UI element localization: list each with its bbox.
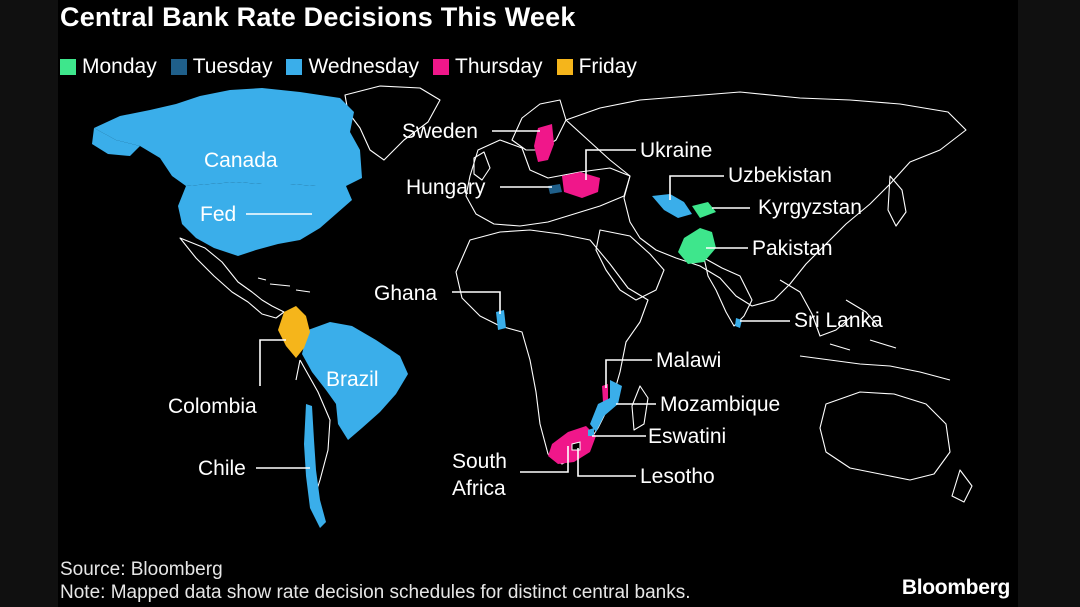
- legend-label-monday: Monday: [82, 55, 157, 78]
- label-canada: Canada: [204, 149, 278, 172]
- legend-label-friday: Friday: [578, 55, 637, 78]
- left-edge-blur: [0, 0, 58, 607]
- label-colombia: Colombia: [168, 395, 257, 418]
- right-edge-blur: [1018, 0, 1080, 607]
- legend-swatch-monday: [60, 59, 76, 75]
- leader-ukraine: [585, 149, 636, 180]
- label-pakistan: Pakistan: [752, 237, 833, 260]
- data-note: Note: Mapped data show rate decision sch…: [60, 582, 691, 603]
- legend-item-friday: Friday: [556, 55, 637, 79]
- country-shape-canada: [94, 88, 362, 186]
- country-shape-uzbekistan: [652, 194, 692, 218]
- legend-label-thursday: Thursday: [455, 55, 543, 78]
- leader-lesotho: [577, 448, 636, 477]
- bloomberg-logo: Bloomberg: [901, 576, 1010, 599]
- country-shape-alaska: [92, 128, 140, 156]
- country-shape-pakistan: [678, 228, 716, 264]
- country-shape-sweden: [534, 124, 554, 162]
- label-sweden: Sweden: [402, 120, 478, 143]
- label-brazil: Brazil: [326, 368, 379, 391]
- country-shape-chile: [304, 404, 326, 528]
- country-shape-hungary: [548, 184, 562, 194]
- country-shape-colombia: [278, 306, 310, 358]
- country-shape-eswatini: [588, 428, 594, 436]
- legend-swatch-friday: [556, 59, 573, 75]
- label-hungary: Hungary: [406, 176, 486, 199]
- label-lesotho: Lesotho: [640, 465, 715, 488]
- legend-label-tuesday: Tuesday: [192, 55, 273, 78]
- land-asia: [565, 91, 967, 307]
- country-shape-usa: [178, 182, 352, 256]
- legend-label-wednesday: Wednesday: [308, 55, 420, 78]
- country-shape-mozambique: [590, 380, 622, 432]
- land-japan: [887, 175, 907, 227]
- source-note: Source: Bloomberg: [60, 559, 223, 580]
- leader-ghana: [452, 291, 501, 314]
- land-indonesia: [799, 339, 951, 381]
- land-middle-east: [595, 229, 665, 301]
- label-chile: Chile: [198, 457, 246, 480]
- country-shape-malawi: [602, 384, 608, 404]
- country-shape-ghana: [496, 310, 506, 330]
- land-europe: [465, 139, 631, 227]
- leader-south-africa: [520, 446, 569, 473]
- country-shape-kyrgyzstan: [692, 202, 716, 218]
- map-title: Central Bank Rate Decisions This Week: [60, 2, 576, 32]
- land-madagascar: [631, 385, 649, 431]
- label-mozambique: Mozambique: [660, 393, 780, 416]
- label-ghana: Ghana: [374, 282, 437, 305]
- label-south-africa-line1: South: [452, 450, 507, 473]
- country-shape-ukraine: [562, 172, 600, 198]
- label-kyrgyzstan: Kyrgyzstan: [758, 196, 862, 219]
- leader-colombia: [259, 339, 286, 386]
- legend-item-wednesday: Wednesday: [286, 55, 419, 79]
- legend-item-monday: Monday: [60, 55, 157, 79]
- land-caribbean: [257, 277, 311, 293]
- legend-item-tuesday: Tuesday: [170, 55, 273, 79]
- label-fed: Fed: [200, 203, 236, 226]
- legend-item-thursday: Thursday: [433, 55, 543, 79]
- land-southeast-asia: [779, 279, 879, 337]
- label-malawi: Malawi: [656, 349, 721, 372]
- label-ukraine: Ukraine: [640, 139, 712, 162]
- legend-swatch-thursday: [433, 59, 450, 75]
- land-india: [703, 257, 753, 327]
- land-greenland: [344, 85, 441, 161]
- legend: Monday Tuesday Wednesday Thursday Friday: [60, 55, 637, 79]
- land-australia: [819, 391, 951, 481]
- country-labels: Canada Fed Brazil Colombia Chile Sweden …: [168, 120, 883, 500]
- leader-malawi: [605, 359, 652, 388]
- leader-uzbekistan: [669, 175, 724, 200]
- land-africa: [455, 229, 649, 465]
- leader-lines: [246, 130, 790, 477]
- land-new-zealand: [951, 469, 973, 503]
- land-britain: [473, 151, 491, 181]
- country-shape-brazil: [302, 322, 408, 440]
- label-uzbekistan: Uzbekistan: [728, 164, 832, 187]
- label-eswatini: Eswatini: [648, 425, 726, 448]
- label-south-africa-line2: Africa: [452, 477, 506, 500]
- legend-swatch-tuesday: [170, 59, 187, 75]
- label-sri-lanka: Sri Lanka: [794, 309, 883, 332]
- legend-swatch-wednesday: [286, 59, 303, 75]
